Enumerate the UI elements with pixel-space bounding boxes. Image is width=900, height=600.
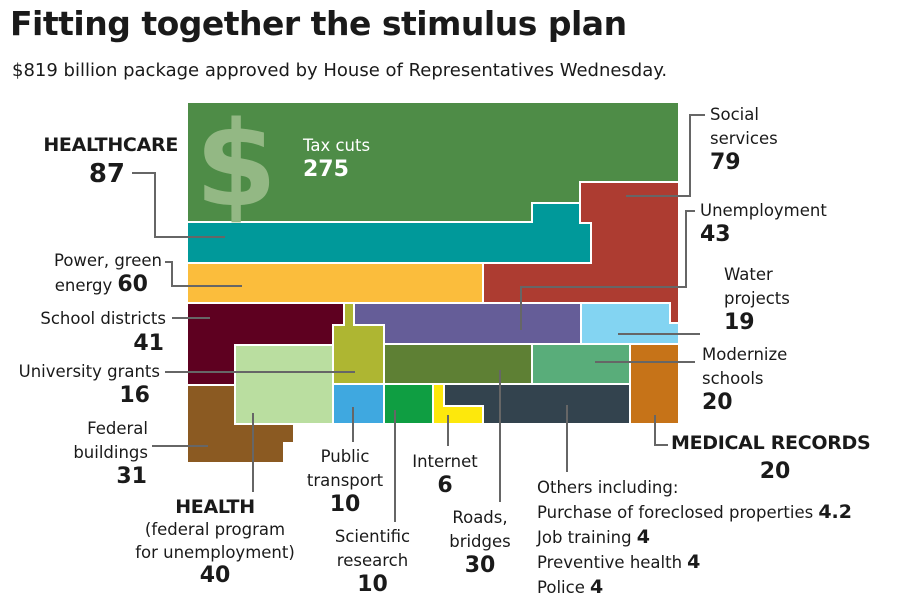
others-item: Job training 4	[537, 525, 852, 550]
others-item-label: Police	[537, 578, 585, 597]
healthcare-label: HEALTHCARE	[43, 134, 178, 156]
healthcare-value: 87	[88, 159, 125, 189]
school-districts-value: 41	[133, 331, 164, 356]
science-value: 10	[357, 572, 388, 597]
others-item-label: Purchase of foreclosed properties	[537, 503, 814, 522]
medical-records-label: MEDICAL RECORDS	[671, 432, 871, 454]
university-grants-label: University grants	[18, 362, 160, 381]
leader-unemployment	[520, 210, 695, 330]
roads-block: Roads, bridges 30	[440, 506, 520, 578]
power-value: 60	[117, 272, 148, 297]
federal-value: 31	[116, 464, 147, 489]
others-item: Police 4	[537, 575, 852, 600]
health-sublabel-2: for unemployment)	[135, 543, 295, 562]
university-grants-value: 16	[119, 383, 150, 408]
health-label: HEALTH	[175, 496, 255, 518]
science-label-2: research	[336, 551, 409, 570]
leader-power	[165, 261, 242, 287]
health-sublabel-1: (federal program	[144, 520, 286, 539]
leader-lines	[132, 114, 705, 522]
dollar-sign-icon: $	[195, 95, 277, 233]
others-item-value: 4.2	[818, 501, 852, 523]
internet-label: Internet	[412, 452, 478, 471]
science-block: Scientific research 10	[325, 525, 420, 597]
roads-value: 30	[464, 553, 496, 578]
tax-cuts-value: 275	[303, 157, 349, 182]
federal-label-1: Federal	[87, 419, 148, 438]
block-medical-records	[629, 343, 680, 425]
internet-value: 6	[437, 473, 453, 498]
leader-healthcare	[132, 172, 225, 238]
power-label-1: Power, green	[53, 251, 162, 270]
water-label-2: projects	[724, 289, 790, 308]
page-title: Fitting together the stimulus plan	[10, 4, 627, 43]
others-item: Preventive health 4	[537, 550, 852, 575]
social-services-block: Social services 79	[710, 103, 778, 175]
block-public-transport	[332, 383, 385, 425]
internet-block: Internet 6	[400, 450, 490, 498]
federal-label-2: buildings	[73, 443, 148, 462]
unemployment-block: Unemployment 43	[700, 199, 827, 247]
public-label-1: Public	[320, 447, 370, 466]
health-value: 40	[199, 563, 231, 588]
social-label-2: services	[710, 129, 778, 148]
social-label-1: Social	[710, 105, 759, 124]
block-others	[443, 383, 631, 425]
others-item-value: 4	[636, 526, 650, 548]
block-scientific-research	[383, 383, 434, 425]
unemployment-label: Unemployment	[700, 201, 827, 220]
others-item: Purchase of foreclosed properties 4.2	[537, 500, 852, 525]
others-item-label: Job training	[537, 528, 632, 547]
water-label-1: Water	[724, 265, 773, 284]
others-item-value: 4	[589, 576, 604, 598]
tax-cuts-label: Tax cuts	[303, 136, 371, 155]
public-label-2: transport	[306, 471, 384, 490]
water-block: Water projects 19	[724, 263, 790, 335]
block-water-projects	[580, 302, 680, 345]
roads-label-2: bridges	[449, 532, 511, 551]
social-value: 79	[710, 150, 741, 175]
others-item-label: Preventive health	[537, 553, 683, 572]
block-roads-bridges	[383, 343, 533, 385]
health-block: HEALTH (federal program for unemployment…	[130, 496, 300, 588]
block-modernize-schools	[531, 343, 631, 385]
leader-medical	[654, 415, 668, 446]
power-label-2: energy	[54, 276, 113, 295]
medical-records-value: 20	[759, 459, 791, 484]
block-power-green-energy	[186, 262, 484, 304]
public-value: 10	[329, 492, 361, 517]
leader-social	[626, 114, 705, 197]
science-label-1: Scientific	[334, 527, 411, 546]
water-value: 19	[724, 310, 755, 335]
block-health	[234, 344, 334, 425]
unemployment-value: 43	[700, 222, 731, 247]
roads-label-1: Roads,	[452, 508, 508, 527]
school-districts-label: School districts	[40, 309, 166, 328]
others-block: Others including: Purchase of foreclosed…	[537, 476, 852, 600]
modernize-value: 20	[702, 390, 733, 415]
modernize-block: Modernize schools 20	[702, 343, 787, 415]
power-line-2: energy 60	[55, 273, 148, 298]
subtitle: $819 billion package approved by House o…	[12, 60, 668, 81]
others-label: Others including:	[537, 478, 679, 497]
others-item-value: 4	[687, 551, 701, 573]
modernize-label-2: schools	[702, 369, 764, 388]
block-unemployment	[353, 302, 582, 345]
modernize-label-1: Modernize	[702, 345, 788, 364]
public-transport-block: Public transport 10	[300, 445, 390, 517]
